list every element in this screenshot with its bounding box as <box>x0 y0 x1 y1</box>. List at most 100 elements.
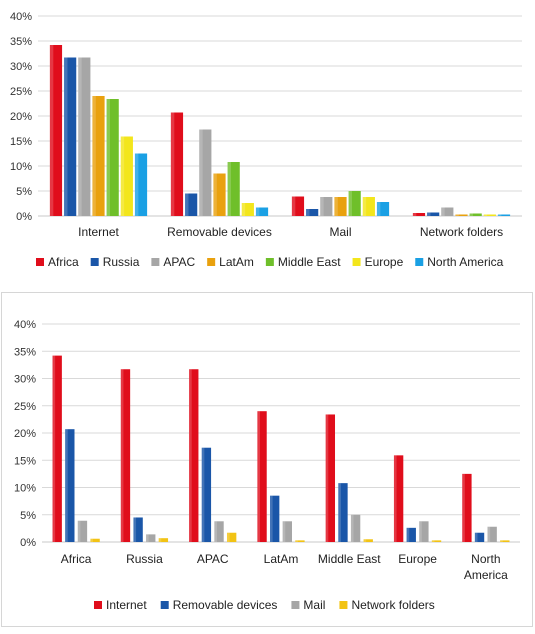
x-category-label: APAC <box>197 552 229 566</box>
bar-highlight <box>241 203 246 216</box>
bar-body <box>213 173 226 216</box>
bar-highlight <box>393 455 397 542</box>
legend-item-removable-devices: Removable devices <box>160 598 278 612</box>
legend-item-mail: Mail <box>291 598 325 612</box>
bar-russia-mail <box>146 534 156 542</box>
x-category-label: Mail <box>329 225 351 239</box>
bar-body <box>497 214 511 216</box>
y-tick-label: 40% <box>10 11 32 23</box>
legend-label: LatAm <box>219 255 254 269</box>
x-category-label: Removable devices <box>167 225 272 239</box>
bar-middle-east-mail <box>350 514 361 542</box>
bar-highlight <box>78 57 82 216</box>
bar-body <box>469 213 482 216</box>
bar-latam-internet <box>257 411 267 542</box>
bar-highlight <box>497 214 502 216</box>
legend-label: Mail <box>303 598 325 612</box>
bar-africa-internet <box>52 355 62 542</box>
legend-swatch <box>94 601 102 609</box>
bar-network-folders-russia <box>427 212 440 216</box>
y-tick-label: 15% <box>10 136 32 148</box>
bar-highlight <box>106 99 110 216</box>
y-tick-label: 25% <box>14 401 36 413</box>
bar-body <box>270 495 280 542</box>
bar-highlight <box>376 202 381 216</box>
bar-mail-latam <box>334 197 347 216</box>
bar-highlight <box>201 447 205 542</box>
y-tick-label: 10% <box>14 483 36 495</box>
bar-highlight <box>77 520 81 542</box>
bar-latam-mail <box>282 521 292 542</box>
bar-europe-mail <box>419 521 429 542</box>
bar-body <box>201 447 212 542</box>
bar-highlight <box>441 207 445 216</box>
bar-body <box>427 212 440 216</box>
legend-item-north-america: North America <box>415 255 504 269</box>
bar-highlight <box>185 193 189 216</box>
bar-body <box>146 534 156 542</box>
y-tick-label: 0% <box>16 211 32 223</box>
bar-highlight <box>406 527 410 542</box>
bar-removable-devices-apac <box>199 129 212 216</box>
bar-russia-internet <box>120 369 131 542</box>
bar-body <box>483 214 496 216</box>
y-tick-label: 0% <box>20 537 36 549</box>
bar-internet-apac <box>78 57 91 216</box>
bar-mail-russia <box>306 209 319 216</box>
bar-highlight <box>338 483 341 542</box>
bar-africa-network-folders <box>90 538 100 542</box>
bar-highlight <box>363 539 367 542</box>
bar-body <box>338 483 348 542</box>
bar-body <box>226 532 237 542</box>
legend-item-africa: Africa <box>36 255 79 269</box>
bar-africa-removable-devices <box>65 429 75 542</box>
chart-by-region-svg: 0% 5% 10% 15% 20% 25% 30% 35% 40% Africa Russia APA… <box>14 319 520 612</box>
bar-europe-internet <box>393 455 404 542</box>
bar-africa-mail <box>77 520 88 542</box>
bar-body <box>393 455 404 542</box>
bar-body <box>282 521 292 542</box>
x-category-label: America <box>464 568 508 582</box>
bar-mail-middle-east <box>348 191 361 216</box>
bar-body <box>441 207 454 216</box>
y-tick-label: 20% <box>10 111 32 123</box>
bar-network-folders-north-america <box>497 214 511 216</box>
bar-removable-devices-europe <box>241 203 254 216</box>
legend-swatch <box>291 601 300 609</box>
legend-item-middle-east: Middle East <box>265 255 341 269</box>
x-category-label: Africa <box>61 552 92 566</box>
bar-mail-north-america <box>376 202 390 216</box>
chart-by-channel: 0% 5% 10% 15% 20% 25% 30% 35% 40% Internet Removab… <box>0 0 535 285</box>
bar-removable-devices-latam <box>213 173 226 216</box>
bar-internet-russia <box>64 57 77 216</box>
legend-swatch <box>207 258 216 266</box>
bar-highlight <box>295 540 298 542</box>
legend-label: Russia <box>103 255 140 269</box>
bar-body <box>257 411 267 542</box>
bar-mail-apac <box>320 197 333 216</box>
chart-by-channel-svg: 0% 5% 10% 15% 20% 25% 30% 35% 40% Internet Removab… <box>10 11 522 269</box>
bar-highlight <box>427 212 431 216</box>
bar-body <box>500 540 510 542</box>
bar-highlight <box>92 96 96 216</box>
bar-highlight <box>419 521 422 542</box>
bar-highlight <box>90 538 94 542</box>
bar-highlight <box>189 369 192 542</box>
bar-highlight <box>282 521 286 542</box>
bar-body <box>52 355 62 542</box>
legend-item-apac: APAC <box>151 255 195 269</box>
bar-body <box>92 96 105 216</box>
bar-apac-internet <box>189 369 199 542</box>
legend-label: Internet <box>106 598 147 612</box>
bar-highlight <box>120 369 124 542</box>
y-tick-label: 30% <box>10 61 32 73</box>
bar-internet-north-america <box>134 153 148 216</box>
bar-body <box>255 207 269 216</box>
bar-highlight <box>158 538 162 542</box>
legend-item-network-folders: Network folders <box>339 598 435 612</box>
bar-removable-devices-north-america <box>255 207 269 216</box>
bar-body <box>306 209 319 216</box>
bar-highlight <box>350 514 354 542</box>
legend-label: Removable devices <box>173 598 278 612</box>
bar-body <box>406 527 416 542</box>
